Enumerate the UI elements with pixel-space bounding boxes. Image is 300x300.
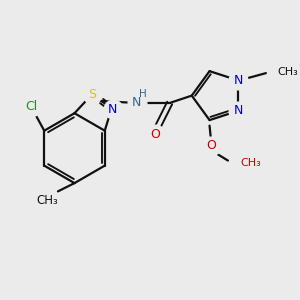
Text: CH₃: CH₃ bbox=[241, 158, 262, 168]
Text: N: N bbox=[234, 104, 243, 117]
Text: N: N bbox=[108, 103, 117, 116]
Text: H: H bbox=[139, 89, 147, 99]
Text: CH₃: CH₃ bbox=[277, 67, 298, 77]
Text: Cl: Cl bbox=[25, 100, 38, 113]
Text: N: N bbox=[234, 74, 243, 87]
Text: S: S bbox=[88, 88, 96, 101]
Text: O: O bbox=[206, 139, 216, 152]
Text: CH₃: CH₃ bbox=[36, 194, 58, 207]
Text: O: O bbox=[150, 128, 160, 141]
Text: N: N bbox=[132, 97, 141, 110]
